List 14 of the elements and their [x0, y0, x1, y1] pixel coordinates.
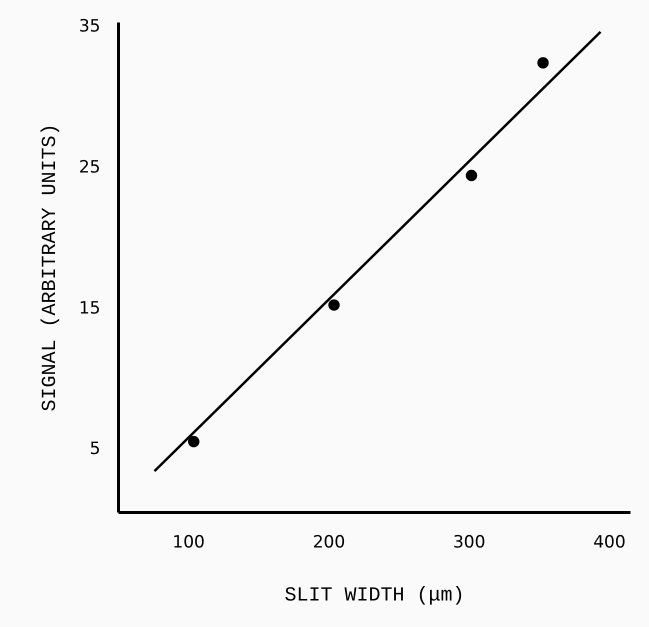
- point: [188, 436, 200, 448]
- x-axis-title: SLIT WIDTH (μm): [284, 584, 465, 608]
- x-tick-label: 100: [172, 532, 205, 552]
- y-tick-label: 25: [78, 158, 100, 178]
- point: [466, 170, 478, 182]
- x-tick-label: 300: [452, 532, 486, 552]
- y-tick-label: 35: [78, 16, 100, 37]
- x-tick-label: 200: [312, 532, 346, 552]
- x-tick-label: 400: [593, 532, 626, 552]
- y-tick-label: 5: [90, 439, 100, 460]
- point: [537, 57, 549, 69]
- point: [328, 299, 340, 311]
- y-tick-label: 15: [78, 298, 100, 318]
- y-axis-title: SIGNAL (ARBITRARY UNITS): [38, 123, 62, 412]
